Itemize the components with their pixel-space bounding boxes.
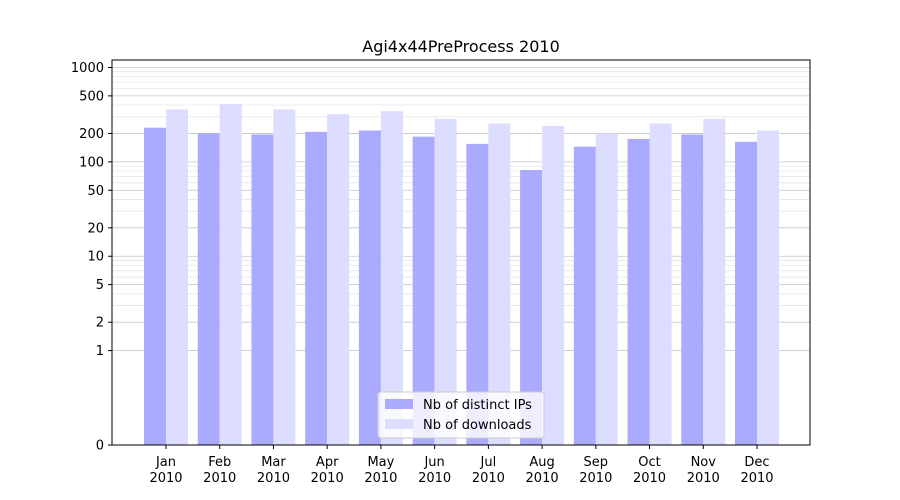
x-tick-label: 2010 xyxy=(526,471,559,486)
bar-downloads xyxy=(757,130,779,446)
bar-downloads xyxy=(434,118,457,446)
bar-downloads xyxy=(649,123,672,446)
y-tick-label: 1000 xyxy=(71,61,104,76)
x-tick-label: 2010 xyxy=(579,471,612,486)
x-tick-label: 2010 xyxy=(203,471,236,486)
x-tick-label: Jan xyxy=(155,455,176,470)
bar-downloads xyxy=(703,118,726,446)
x-tick-label: Aug xyxy=(529,455,554,470)
y-tick-label: 10 xyxy=(87,250,104,265)
y-tick-label: 500 xyxy=(79,89,104,104)
legend-label: Nb of distinct IPs xyxy=(423,398,532,413)
bar-downloads xyxy=(380,111,403,446)
y-tick-label: 1 xyxy=(96,344,104,359)
x-tick-label: 2010 xyxy=(633,471,666,486)
x-tick-label: 2010 xyxy=(364,471,397,486)
bar-distinct-ips xyxy=(251,134,274,445)
x-axis: Jan2010Feb2010Mar2010Apr2010May2010Jun20… xyxy=(149,445,774,486)
bar-downloads xyxy=(595,133,618,445)
bar-distinct-ips xyxy=(735,141,757,446)
bar-distinct-ips xyxy=(681,134,704,445)
x-tick-label: Jun xyxy=(423,455,444,470)
y-tick-label: 20 xyxy=(87,221,104,236)
y-axis: 0 1 2 5 10 20 50 100 200 500 1000 xyxy=(71,61,112,454)
bar-distinct-ips xyxy=(466,143,489,445)
x-tick-label: Sep xyxy=(584,455,609,470)
x-tick-label: 2010 xyxy=(740,471,773,486)
x-tick-label: 2010 xyxy=(149,471,182,486)
x-tick-label: 2010 xyxy=(418,471,451,486)
legend-swatch xyxy=(385,399,413,409)
y-tick-label: 50 xyxy=(87,184,104,199)
bar-distinct-ips xyxy=(358,130,381,446)
y-tick-label: 5 xyxy=(96,278,104,293)
bar-distinct-ips xyxy=(197,133,220,445)
chart-title: Agi4x44PreProcess 2010 xyxy=(362,37,560,56)
x-tick-label: Apr xyxy=(316,455,339,470)
bar-downloads xyxy=(327,114,350,445)
bar-downloads xyxy=(542,125,565,445)
legend-label: Nb of downloads xyxy=(423,418,532,433)
bar-distinct-ips xyxy=(144,127,166,445)
legend: Nb of distinct IPs Nb of downloads xyxy=(377,391,545,439)
bar-downloads xyxy=(488,123,511,446)
plot-frame xyxy=(111,59,811,446)
bar-downloads xyxy=(219,104,242,445)
bar-downloads xyxy=(166,109,188,446)
y-tick-label: 2 xyxy=(96,316,104,331)
bar-downloads xyxy=(273,109,296,446)
x-tick-label: Mar xyxy=(261,455,286,470)
bars xyxy=(144,104,779,446)
y-tick-label: 0 xyxy=(96,439,104,454)
x-tick-label: Dec xyxy=(744,455,769,470)
x-tick-label: Jul xyxy=(480,455,497,470)
x-tick-label: Oct xyxy=(638,455,660,470)
bar-distinct-ips xyxy=(573,146,596,445)
x-tick-label: 2010 xyxy=(687,471,720,486)
x-tick-label: May xyxy=(367,455,394,470)
x-tick-label: Feb xyxy=(208,455,231,470)
x-tick-label: 2010 xyxy=(472,471,505,486)
y-tick-label: 100 xyxy=(79,155,104,170)
bar-distinct-ips xyxy=(412,136,435,445)
bar-distinct-ips xyxy=(627,138,650,445)
y-tick-label: 200 xyxy=(79,127,104,142)
x-tick-label: 2010 xyxy=(311,471,344,486)
bar-distinct-ips xyxy=(305,131,328,446)
legend-swatch xyxy=(385,419,413,429)
x-tick-label: Nov xyxy=(691,455,717,470)
bar-distinct-ips xyxy=(520,169,543,446)
x-tick-label: 2010 xyxy=(257,471,290,486)
legend-box xyxy=(377,391,545,439)
